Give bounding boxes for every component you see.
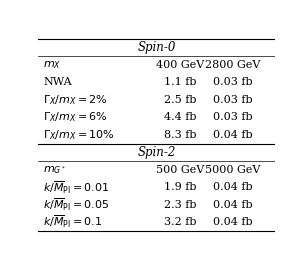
Text: $k/\overline{M}_{\mathrm{Pl}} = 0.01$: $k/\overline{M}_{\mathrm{Pl}} = 0.01$ xyxy=(43,179,109,196)
Text: $k/\overline{M}_{\mathrm{Pl}} = 0.1$: $k/\overline{M}_{\mathrm{Pl}} = 0.1$ xyxy=(43,214,102,230)
Text: 5000 GeV: 5000 GeV xyxy=(205,165,260,175)
Text: 0.04 fb: 0.04 fb xyxy=(213,200,252,210)
Text: Spin-2: Spin-2 xyxy=(138,146,176,159)
Text: 500 GeV: 500 GeV xyxy=(156,165,205,175)
Text: 0.03 fb: 0.03 fb xyxy=(213,95,252,105)
Text: 2.5 fb: 2.5 fb xyxy=(164,95,197,105)
Text: 1.1 fb: 1.1 fb xyxy=(164,77,197,87)
Text: 0.04 fb: 0.04 fb xyxy=(213,130,252,140)
Text: 0.03 fb: 0.03 fb xyxy=(213,77,252,87)
Text: $m_X$: $m_X$ xyxy=(43,59,61,71)
Text: 8.3 fb: 8.3 fb xyxy=(164,130,197,140)
Text: $\Gamma_X/m_X = 10\%$: $\Gamma_X/m_X = 10\%$ xyxy=(43,128,115,142)
Text: 400 GeV: 400 GeV xyxy=(156,60,205,70)
Text: 0.03 fb: 0.03 fb xyxy=(213,112,252,122)
Text: NWA: NWA xyxy=(43,77,72,87)
Text: Spin-0: Spin-0 xyxy=(138,41,176,54)
Text: 0.04 fb: 0.04 fb xyxy=(213,217,252,227)
Text: 0.04 fb: 0.04 fb xyxy=(213,182,252,192)
Text: 1.9 fb: 1.9 fb xyxy=(164,182,197,192)
Text: 2.3 fb: 2.3 fb xyxy=(164,200,197,210)
Text: $\Gamma_X/m_X = 2\%$: $\Gamma_X/m_X = 2\%$ xyxy=(43,93,108,107)
Text: 3.2 fb: 3.2 fb xyxy=(164,217,197,227)
Text: $\Gamma_X/m_X = 6\%$: $\Gamma_X/m_X = 6\%$ xyxy=(43,110,108,124)
Text: 4.4 fb: 4.4 fb xyxy=(164,112,197,122)
Text: $m_{G^*}$: $m_{G^*}$ xyxy=(43,164,66,176)
Text: 2800 GeV: 2800 GeV xyxy=(205,60,260,70)
Text: $k/\overline{M}_{\mathrm{Pl}} = 0.05$: $k/\overline{M}_{\mathrm{Pl}} = 0.05$ xyxy=(43,196,110,213)
